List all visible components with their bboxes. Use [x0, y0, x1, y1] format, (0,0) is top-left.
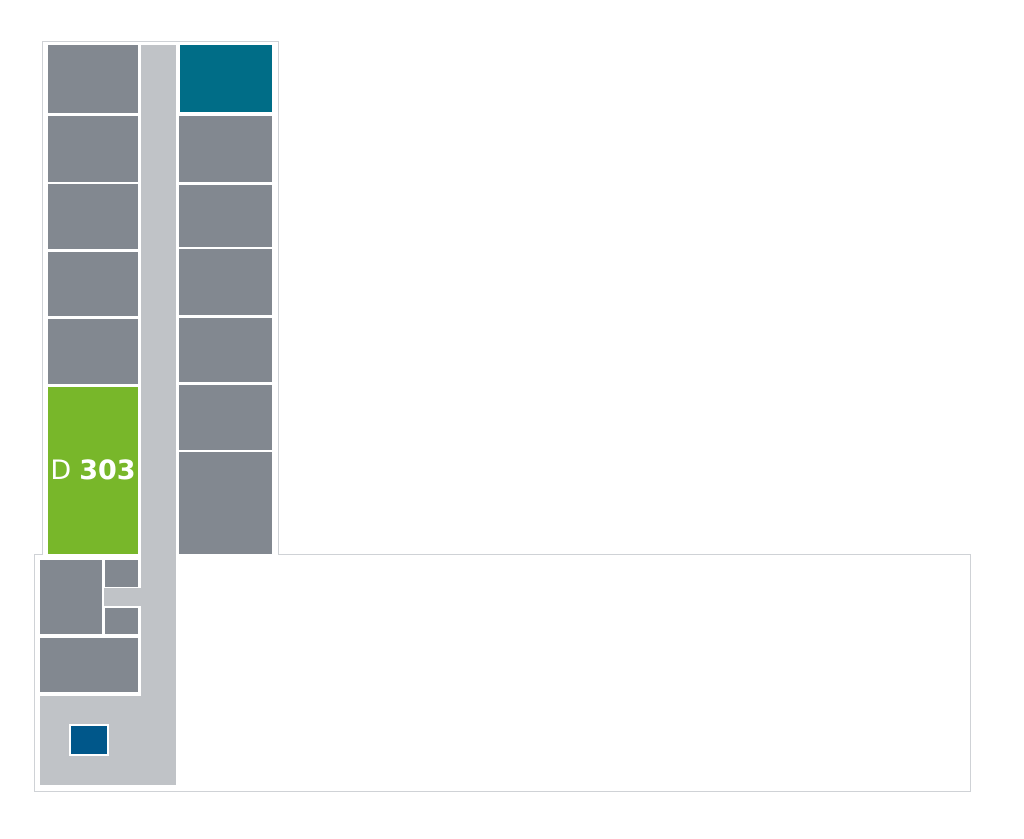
- room[interactable]: [105, 560, 138, 587]
- room[interactable]: [179, 185, 272, 247]
- room[interactable]: [48, 252, 138, 316]
- room[interactable]: [179, 318, 272, 382]
- room[interactable]: [179, 116, 272, 182]
- room[interactable]: [48, 116, 138, 182]
- corridor: [141, 45, 176, 785]
- room[interactable]: [48, 184, 138, 249]
- room[interactable]: [48, 45, 138, 113]
- room-number: 303: [79, 455, 136, 486]
- room-prefix: D: [50, 455, 72, 486]
- room[interactable]: [40, 638, 138, 692]
- room[interactable]: [40, 560, 102, 634]
- room[interactable]: [105, 608, 138, 634]
- room[interactable]: [48, 319, 138, 384]
- room[interactable]: [179, 452, 272, 554]
- room[interactable]: [179, 385, 272, 450]
- room-label: D 303: [48, 387, 138, 554]
- room-teal[interactable]: [180, 45, 272, 112]
- corridor-connector: [104, 588, 142, 606]
- room[interactable]: [179, 249, 272, 315]
- building-wing-south: [34, 554, 971, 792]
- elevator-marker[interactable]: [69, 724, 109, 756]
- room-selected-d303[interactable]: D 303: [48, 387, 138, 554]
